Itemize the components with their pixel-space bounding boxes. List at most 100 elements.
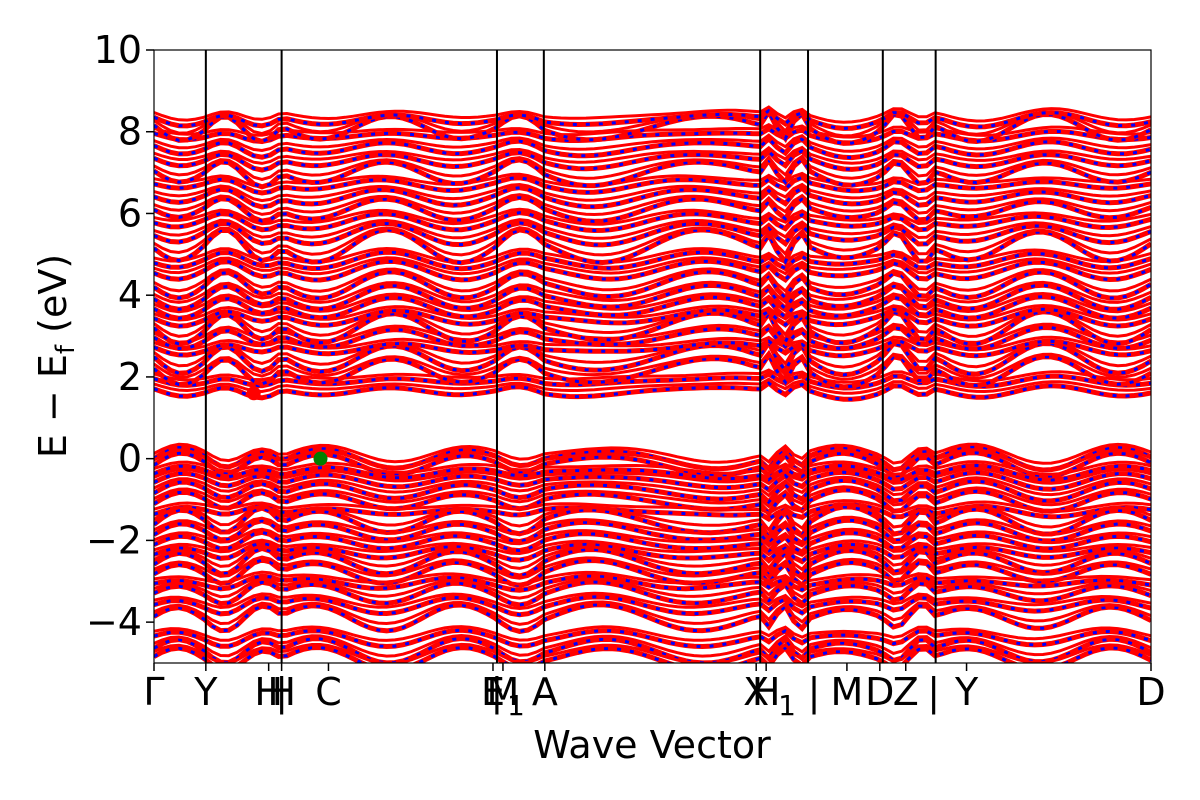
valence-band-up2-19 [154, 642, 1151, 663]
conduction-band-up2-19 [154, 154, 1151, 182]
conduction-band-up-11 [154, 258, 1151, 284]
valence-band-up-9 [154, 529, 1151, 556]
x-tick-label-14: | [808, 670, 821, 715]
conduction-band-down-6 [154, 310, 1151, 346]
valence-band-up2-14 [154, 577, 1151, 600]
conduction-band-up2-9 [154, 280, 1151, 305]
y-tick-label-4: 4 [118, 273, 142, 317]
x-tick-label-15: M [831, 670, 864, 714]
x-tick-label-4: | [275, 670, 288, 715]
conduction-band-up-10 [154, 269, 1151, 303]
valence-band-down-13 [154, 574, 1151, 592]
conduction-band-up2-16 [154, 193, 1151, 217]
y-tick-label-2: 0 [118, 437, 142, 481]
valence-band-up2-12 [154, 555, 1151, 581]
band-lines [154, 105, 1151, 663]
x-tick-label-20: D [1136, 670, 1165, 714]
conduction-band-down-9 [154, 283, 1151, 312]
valence-band-up2-10 [154, 538, 1151, 557]
valence-band-up-8 [154, 517, 1151, 549]
x-tick-label-8: M [487, 670, 520, 714]
valence-band-up2-16 [154, 600, 1151, 626]
valence-band-down-5 [154, 488, 1151, 516]
valence-band-up2-5 [154, 485, 1151, 509]
conduction-band-down-5 [154, 325, 1151, 351]
conduction-band-up2-2 [154, 350, 1151, 381]
valence-band-down-17 [154, 628, 1151, 649]
conduction-band-down-4 [154, 339, 1151, 358]
x-axis-label: Wave Vector [533, 723, 771, 767]
valence-band-up2-6 [154, 499, 1151, 515]
conduction-band-up-21 [154, 135, 1151, 161]
valence-band-up-15 [154, 594, 1151, 618]
band-edge-markers [246, 386, 328, 466]
valence-band-up2-3 [154, 467, 1151, 486]
x-tick-label-5: C [315, 670, 342, 714]
valence-band-down-11 [154, 546, 1151, 579]
conduction-band-down-14 [154, 221, 1151, 247]
valence-band-down-18 [154, 636, 1151, 663]
valence-band-up2-17 [154, 625, 1151, 642]
x-tick-label-9: 1 [507, 689, 525, 722]
valence-band-up-4 [154, 477, 1151, 506]
x-tick-label-19: Y [954, 670, 979, 714]
valence-band-up-10 [154, 540, 1151, 565]
y-tick-label-7: 10 [94, 28, 142, 72]
x-tick-label-18: | [927, 670, 940, 715]
valence-band-down-16 [154, 603, 1151, 633]
conduction-band-up-17 [154, 185, 1151, 210]
cbm-marker [246, 386, 261, 401]
valence-band-up2-8 [154, 515, 1151, 540]
conduction-band-down-8 [154, 295, 1151, 320]
conduction-band-up-23 [154, 106, 1151, 146]
conduction-band-up2-15 [154, 207, 1151, 226]
valence-band-up2-11 [154, 544, 1151, 572]
y-tick-label-3: 2 [118, 355, 142, 399]
plot-frame [153, 49, 1152, 664]
conduction-band-up2-17 [154, 182, 1151, 203]
x-tick-label-16: D [865, 670, 894, 714]
x-tick-label-11: X [743, 670, 769, 714]
conduction-band-up2-20 [154, 145, 1151, 165]
conduction-band-down-0 [154, 381, 1151, 401]
x-tick-label-10: A [532, 670, 558, 714]
conduction-band-up2-13 [154, 226, 1151, 257]
conduction-band-up2-11 [154, 256, 1151, 276]
x-tick-label-13: 1 [778, 689, 796, 722]
valence-band-down-2 [154, 463, 1151, 482]
conduction-band-up2-24 [154, 105, 1151, 124]
conduction-band-up2-10 [154, 267, 1151, 294]
x-axis: Γ Y HH| C E|M1 A XH1 | M DZ | Y D [143, 663, 1166, 722]
y-tick-label-1: −2 [86, 518, 142, 562]
conduction-band-up-7 [154, 306, 1151, 329]
conduction-band-down-3 [154, 339, 1151, 377]
valence-band-up-19 [154, 644, 1151, 663]
valence-band-up2-4 [154, 475, 1151, 498]
y-tick-label-5: 6 [118, 191, 142, 235]
y-axis: −4 −2 0 2 4 6 8 10 [86, 28, 154, 644]
x-tick-label-1: Y [193, 670, 218, 714]
conduction-band-up2-3 [154, 337, 1151, 369]
conduction-band-down-2 [154, 351, 1151, 389]
x-tick-label-2: H [254, 670, 283, 714]
conduction-band-up-16 [154, 194, 1151, 224]
conduction-band-down-24 [154, 108, 1151, 130]
valence-band-down-7 [154, 505, 1151, 541]
conduction-band-up2-14 [154, 218, 1151, 240]
valence-band-up2-13 [154, 570, 1151, 586]
conduction-band-up2-23 [154, 107, 1151, 138]
valence-band-down-12 [154, 558, 1151, 588]
high-symmetry-lines [204, 50, 937, 663]
conduction-band-up2-21 [154, 133, 1151, 153]
valence-band-up2-7 [154, 502, 1151, 533]
valence-band-up2-15 [154, 591, 1151, 611]
conduction-band-up-15 [154, 210, 1151, 234]
x-tick-label-17: Z [893, 670, 919, 714]
x-tick-label-3: H [267, 670, 296, 714]
vbm-marker [313, 451, 328, 466]
valence-band-up2-18 [154, 633, 1151, 658]
x-tick-label-0: Γ [143, 670, 164, 714]
y-tick-label-0: −4 [86, 600, 142, 644]
conduction-band-up-12 [154, 249, 1151, 272]
